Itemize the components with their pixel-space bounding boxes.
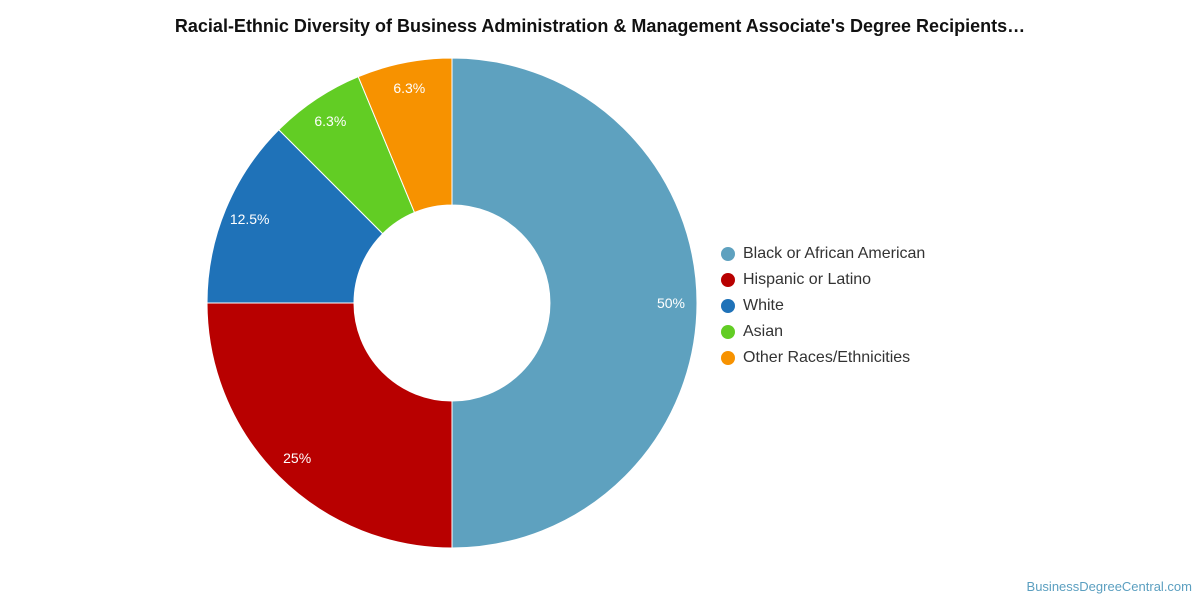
legend-item-hispanic-or-latino[interactable]: Hispanic or Latino: [721, 267, 925, 293]
chart-legend: Black or African American Hispanic or Lat…: [721, 241, 925, 371]
watermark: BusinessDegreeCentral.com: [1026, 579, 1192, 594]
legend-swatch-icon: [721, 299, 735, 313]
slice-label-asian: 6.3%: [314, 113, 346, 129]
slice-label-black-or-african-american: 50%: [657, 295, 685, 311]
slice-white[interactable]: [206, 129, 384, 304]
slice-black-or-african-american[interactable]: [451, 57, 698, 549]
legend-swatch-icon: [721, 351, 735, 365]
chart-title: Racial-Ethnic Diversity of Business Admi…: [174, 16, 1026, 36]
donut-slices: [206, 57, 698, 549]
legend-label: Other Races/Ethnicities: [743, 349, 911, 366]
legend-swatch-icon: [721, 247, 735, 261]
legend-item-asian[interactable]: Asian: [721, 319, 925, 345]
legend-item-other-races-ethnicities[interactable]: Other Races/Ethnicities: [721, 345, 925, 371]
legend-swatch-icon: [721, 273, 735, 287]
legend-label: Hispanic or Latino: [743, 271, 872, 288]
slice-labels: 50% 25% 12.5% 6.3% 6.3%: [230, 80, 685, 466]
legend-label: White: [743, 297, 784, 314]
slice-hispanic-or-latino[interactable]: [206, 302, 453, 549]
slice-label-white: 12.5%: [230, 211, 270, 227]
slice-label-hispanic-or-latino: 25%: [283, 450, 311, 466]
legend-swatch-icon: [721, 325, 735, 339]
slice-label-other-races-ethnicities: 6.3%: [393, 80, 425, 96]
legend-label: Asian: [743, 323, 784, 340]
legend-label: Black or African American: [743, 245, 926, 262]
legend-item-white[interactable]: White: [721, 293, 925, 319]
slice-other-races-ethnicities[interactable]: [357, 57, 453, 214]
legend-item-black-or-african-american[interactable]: Black or African American: [721, 241, 925, 267]
